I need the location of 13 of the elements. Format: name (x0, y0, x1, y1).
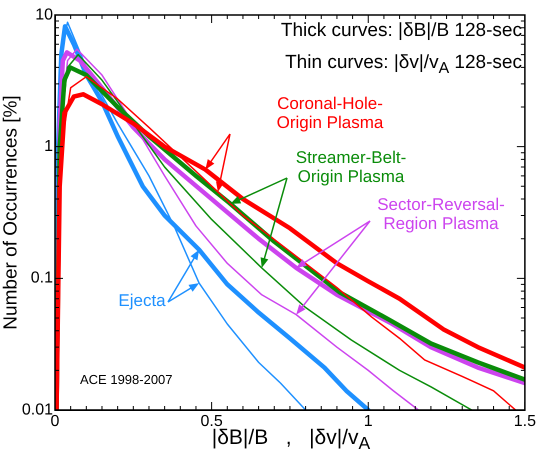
text: Streamer-Belt-Origin Plasma (294, 148, 408, 186)
y-axis-title: Number of Occurrences [%] (0, 95, 22, 330)
annotation: Thin curves: |δv|/v$_{A}$ 128-sec (285, 52, 522, 78)
y-tick-label: 0.1 (30, 270, 54, 287)
y-tick-label: 10 (35, 6, 54, 24)
x-tick-label: 0 (50, 413, 60, 430)
text: Coronal-Hole-Origin Plasma (276, 94, 384, 132)
annotation: ACE 1998-2007 (80, 372, 173, 387)
text: Sector-Reversal-Region Plasma (376, 195, 506, 234)
legend-label: Ejecta (117, 291, 167, 311)
y-tick-label: 1 (44, 138, 54, 156)
x-tick-label: 1.5 (514, 413, 536, 430)
annotation: Thick curves: |δB|/B 128-sec (280, 20, 522, 42)
